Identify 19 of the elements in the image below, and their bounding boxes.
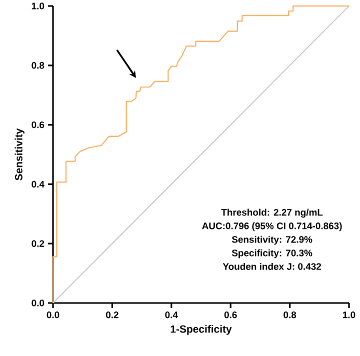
y-tick-label: 0.8: [32, 62, 44, 69]
x-tick-label: 0.4: [165, 312, 178, 318]
annotation: AUC:0.796 (95% CI 0.714-0.863): [202, 222, 342, 232]
x-tick-label: 1.0: [343, 312, 356, 318]
x-tick-label: 0.0: [46, 312, 60, 318]
y-tick-label: 0.6: [32, 121, 44, 128]
y-axis-title: Sensitivity: [14, 128, 24, 180]
x-axis-title: 1-Specificity: [170, 325, 232, 335]
x-tick-label: 0.2: [106, 312, 118, 318]
annotation: Sensitivity: 72.9%: [232, 236, 312, 245]
x-tick-label: 0.8: [284, 312, 296, 318]
annotation: Specificity: 70.3%: [232, 249, 312, 258]
annotation: Threshold: 2.27 ng/mL: [221, 208, 323, 218]
annotation: Youden index J: 0.432: [222, 262, 322, 270]
y-tick-label: 0.0: [32, 300, 44, 306]
y-tick-label: 0.2: [32, 240, 44, 247]
y-tick-label: 1.0: [32, 2, 44, 10]
y-tick-label: 0.4: [32, 180, 44, 188]
x-tick-label: 0.6: [224, 312, 237, 318]
